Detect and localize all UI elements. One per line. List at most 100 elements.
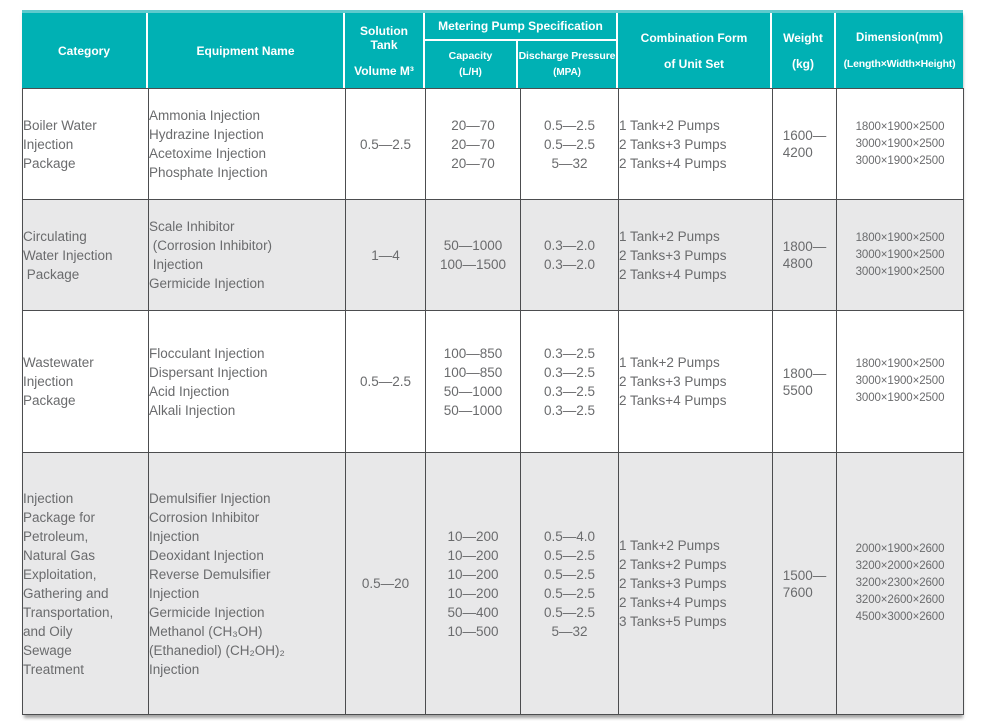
capacity-line: 100—850 [443, 364, 503, 380]
cell-weight: 1500— 7600 [772, 452, 837, 715]
capacity-line: 50—1000 [443, 402, 503, 418]
cell-capacity: 10—200 10—200 10—200 10—200 50—400 10—500 [425, 452, 521, 715]
equipment-line: Acid Injection [149, 383, 230, 399]
capacity-line: 100—850 [443, 345, 503, 361]
header-combination-line2: of Unit Set [664, 56, 724, 71]
cell-equipment: Scale Inhibitor (Corrosion Inhibitor) In… [148, 199, 346, 311]
table-header: Category Equipment Name Solution Tank Vo… [22, 10, 963, 88]
equipment-line: Injection [149, 585, 200, 601]
header-metering-pump-spec: Metering Pump Specification [425, 13, 616, 41]
weight-line: 1500— [782, 567, 827, 583]
header-dimension: Dimension(mm) (Length×Width×Height) [836, 13, 963, 88]
combination-line: 1 Tank+2 Pumps [619, 117, 720, 133]
header-metering-pump-group: Metering Pump Specification Capacity (L/… [425, 13, 618, 88]
capacity-line: 100—1500 [439, 257, 507, 272]
weight-line: 1600— [782, 128, 827, 143]
combination-line: 2 Tanks+3 Pumps [619, 136, 727, 152]
dimension-line: 1800×1900×2500 [855, 231, 945, 244]
cell-capacity: 50—1000 100—1500 [425, 199, 521, 311]
weight-line: 7600 [782, 584, 813, 600]
combination-line: 3 Tanks+5 Pumps [619, 614, 727, 629]
header-category-label: Category [57, 43, 110, 58]
equipment-line: Methanol (CH₃OH) [149, 623, 263, 639]
cell-discharge-pressure: 0.5—2.5 0.5—2.5 5—32 [520, 88, 619, 200]
spec-table-body: Boiler Water Injection Package Ammonia Inj… [22, 88, 964, 715]
header-dimension-line2: (Length×Width×Height) [843, 57, 956, 70]
capacity-line: 10—200 [447, 566, 499, 582]
cell-dimension: 1800×1900×2500 3000×1900×2500 3000×1900×25… [836, 310, 964, 453]
equipment-line: Hydrazine Injection [149, 127, 264, 142]
cell-discharge-pressure: 0.5—4.0 0.5—2.5 0.5—2.5 0.5—2.5 0.5—2.5 5—32 [520, 452, 619, 715]
discharge-line: 0.5—2.5 [543, 136, 596, 152]
header-solution-tank-line1: Solution Tank [360, 23, 408, 52]
cell-dimension: 1800×1900×2500 3000×1900×2500 3000×1900×25… [836, 88, 964, 200]
header-discharge-pressure: Discharge Pressure (MPA) [518, 41, 616, 88]
cell-weight: 1600— 4200 [772, 88, 837, 200]
equipment-line: Corrosion Inhibitor [149, 509, 260, 525]
table-row-circulating-water: Circulating Water Injection Package Scale… [22, 199, 964, 311]
cell-tank-volume: 0.5—2.5 [345, 88, 426, 200]
weight-line: 4200 [782, 145, 813, 160]
cell-dimension: 1800×1900×2500 3000×1900×2500 3000×1900×25… [836, 199, 964, 311]
category-line: Package [23, 393, 76, 408]
dimension-line: 3000×1900×2500 [855, 154, 945, 167]
category-line: Natural Gas [23, 547, 96, 563]
equipment-line: Injection [149, 528, 200, 544]
dimension-line: 1800×1900×2500 [855, 120, 945, 133]
header-metering-pump-subcolumns: Capacity (L/H) Discharge Pressure (MPA) [425, 41, 616, 88]
weight-line: 4800 [782, 256, 813, 271]
discharge-line: 5—32 [551, 155, 588, 171]
equipment-line: Dispersant Injection [149, 364, 268, 380]
spec-table: Category Equipment Name Solution Tank Vo… [22, 10, 964, 715]
capacity-line: 10—200 [447, 547, 499, 563]
dimension-line: 3000×1900×2500 [855, 375, 945, 387]
header-solution-tank-line2: Volume M³ [354, 63, 414, 78]
equipment-line: Germicide Injection [149, 276, 265, 291]
header-weight-line1: Weight [783, 30, 823, 45]
cell-discharge-pressure: 0.3—2.0 0.3—2.0 [520, 199, 619, 311]
category-line: Water Injection [23, 247, 113, 263]
category-line: Circulating [23, 228, 87, 244]
equipment-line: Deoxidant Injection [149, 547, 264, 563]
category-line: Sewage [23, 642, 72, 658]
combination-line: 1 Tank+2 Pumps [619, 228, 720, 244]
cell-tank-volume: 0.5—2.5 [345, 310, 426, 453]
discharge-line: 0.3—2.5 [543, 364, 596, 380]
dimension-line: 4500×3000×2600 [855, 611, 945, 623]
equipment-line: Acetoxime Injection [149, 146, 267, 161]
category-line: Package [23, 266, 80, 282]
discharge-line: 0.3—2.0 [543, 238, 596, 253]
category-line: Transportation, [23, 604, 114, 620]
combination-line: 1 Tank+2 Pumps [619, 538, 720, 553]
header-weight: Weight (kg) [772, 13, 836, 88]
weight-line: 5500 [782, 382, 813, 398]
discharge-line: 0.3—2.5 [543, 383, 596, 399]
cell-category: Wastewater Injection Package [22, 310, 149, 453]
table-row-petroleum-injection: Injection Package for Petroleum, Natural Ga… [22, 452, 964, 715]
equipment-line: Alkali Injection [149, 402, 236, 418]
dimension-line: 3000×1900×2500 [855, 265, 945, 278]
category-line: Package [23, 155, 76, 171]
header-equipment-name: Equipment Name [148, 13, 345, 88]
equipment-line: Scale Inhibitor [149, 219, 235, 234]
discharge-line: 0.5—2.5 [543, 566, 596, 582]
category-line: Gathering and [23, 585, 109, 601]
dimension-line: 3000×1900×2500 [855, 248, 945, 261]
discharge-line: 0.5—4.0 [543, 528, 596, 544]
capacity-line: 10—200 [447, 528, 499, 544]
table-row-wastewater: Wastewater Injection Package Flocculant In… [22, 310, 964, 453]
capacity-line: 20—70 [451, 117, 495, 133]
equipment-line: Germicide Injection [149, 604, 265, 620]
combination-line: 2 Tanks+4 Pumps [619, 393, 727, 408]
combination-line: 2 Tanks+3 Pumps [619, 576, 727, 591]
dimension-line: 3200×2600×2600 [855, 594, 945, 606]
discharge-line: 0.5—2.5 [543, 547, 596, 563]
cell-combination: 1 Tank+2 Pumps 2 Tanks+3 Pumps 2 Tanks+4 P… [618, 310, 773, 453]
capacity-line: 10—200 [447, 585, 499, 601]
discharge-line: 0.3—2.5 [543, 345, 596, 361]
equipment-line: Injection [149, 661, 200, 677]
category-line: Exploitation, [23, 566, 97, 582]
category-line: Injection [23, 490, 74, 506]
cell-discharge-pressure: 0.3—2.5 0.3—2.5 0.3—2.5 0.3—2.5 [520, 310, 619, 453]
cell-combination: 1 Tank+2 Pumps 2 Tanks+2 Pumps 2 Tanks+3 P… [618, 452, 773, 715]
